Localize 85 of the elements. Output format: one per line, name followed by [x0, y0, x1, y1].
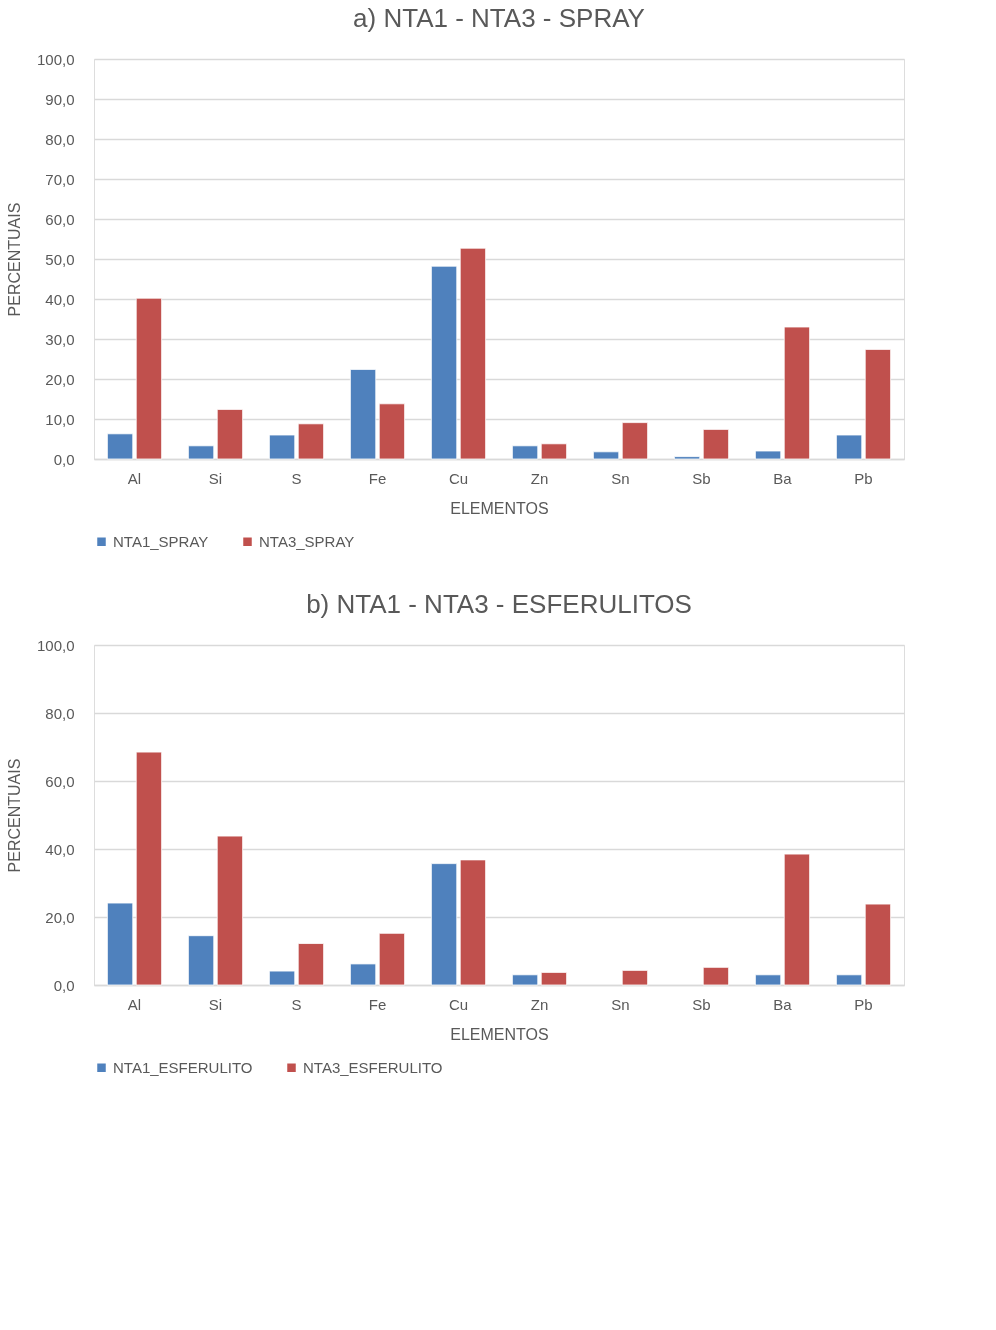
chart-title: b) NTA1 - NTA3 - ESFERULITOS: [306, 589, 692, 619]
legend-label: NTA1_SPRAY: [113, 532, 209, 550]
x-tick-label: Sn: [611, 995, 630, 1013]
y-tick-label: 90,0: [45, 90, 75, 108]
x-tick-label: Al: [127, 995, 142, 1013]
x-tick-label: Zn: [530, 995, 549, 1013]
bar: [187, 935, 215, 986]
y-tick-label: 10,0: [45, 410, 75, 428]
x-tick-label: Cu: [448, 995, 469, 1013]
x-tick-label: S: [291, 469, 302, 487]
x-tick-label: S: [291, 995, 302, 1013]
y-tick-label: 50,0: [45, 250, 75, 268]
x-axis-title: ELEMENTOS: [450, 1025, 549, 1043]
bar: [378, 932, 406, 986]
x-tick-label: Si: [208, 469, 223, 487]
bar: [511, 445, 539, 460]
bar: [783, 326, 811, 460]
x-tick-label: Zn: [530, 469, 549, 487]
x-tick-label: Ba: [773, 469, 793, 487]
bar: [621, 969, 649, 986]
bar: [216, 409, 244, 460]
bar: [349, 963, 377, 986]
bar: [783, 853, 811, 986]
x-axis-title: ELEMENTOS: [450, 499, 549, 517]
bar: [135, 297, 163, 460]
bar: [459, 247, 487, 460]
bar: [702, 429, 730, 460]
bar: [835, 974, 863, 986]
bar: [864, 903, 892, 986]
x-tick-label: Sb: [692, 995, 711, 1013]
bar: [592, 451, 620, 460]
legend-label: NTA3_SPRAY: [259, 532, 355, 550]
x-tick-label: Cu: [448, 469, 469, 487]
legend-label: NTA3_ESFERULITO: [303, 1058, 443, 1076]
bar: [268, 970, 296, 986]
bar: [349, 369, 377, 460]
y-tick-label: 100,0: [36, 50, 75, 68]
y-tick-label: 20,0: [45, 370, 75, 388]
bar: [268, 434, 296, 460]
x-tick-label: Fe: [368, 995, 387, 1013]
bar: [540, 972, 568, 986]
bar: [459, 859, 487, 986]
bar: [378, 403, 406, 460]
x-tick-label: Ba: [773, 995, 793, 1013]
y-tick-label: 0,0: [53, 976, 75, 994]
bar: [673, 456, 701, 460]
x-tick-label: Sn: [611, 469, 630, 487]
bar: [864, 349, 892, 460]
bar: [187, 445, 215, 460]
y-tick-label: 80,0: [45, 704, 75, 722]
y-tick-label: 20,0: [45, 908, 75, 926]
y-tick-label: 80,0: [45, 130, 75, 148]
bar: [216, 835, 244, 986]
x-tick-label: Sb: [692, 469, 711, 487]
bar: [106, 433, 134, 460]
x-tick-label: Pb: [854, 995, 873, 1013]
y-axis-title: PERCENTUAIS: [5, 758, 23, 873]
y-tick-label: 60,0: [45, 772, 75, 790]
y-tick-label: 100,0: [36, 636, 75, 654]
x-tick-label: Si: [208, 995, 223, 1013]
x-tick-label: Pb: [854, 469, 873, 487]
bar: [754, 450, 782, 460]
x-tick-label: Fe: [368, 469, 387, 487]
chart-title: a) NTA1 - NTA3 - SPRAY: [353, 3, 645, 33]
bar: [430, 863, 458, 986]
y-tick-label: 30,0: [45, 330, 75, 348]
y-tick-label: 40,0: [45, 840, 75, 858]
bar: [835, 434, 863, 460]
y-tick-label: 40,0: [45, 290, 75, 308]
y-tick-label: 70,0: [45, 170, 75, 188]
bar: [621, 422, 649, 460]
y-tick-label: 0,0: [53, 450, 75, 468]
bar: [106, 902, 134, 986]
x-tick-label: Al: [127, 469, 142, 487]
y-tick-label: 60,0: [45, 210, 75, 228]
y-axis-title: PERCENTUAIS: [5, 202, 23, 317]
bar: [430, 265, 458, 460]
bar: [540, 443, 568, 460]
legend-label: NTA1_ESFERULITO: [113, 1058, 253, 1076]
bar: [135, 751, 163, 986]
bar: [511, 974, 539, 986]
bar: [297, 943, 325, 986]
bar: [754, 974, 782, 986]
bar: [297, 423, 325, 460]
bar: [702, 966, 730, 986]
